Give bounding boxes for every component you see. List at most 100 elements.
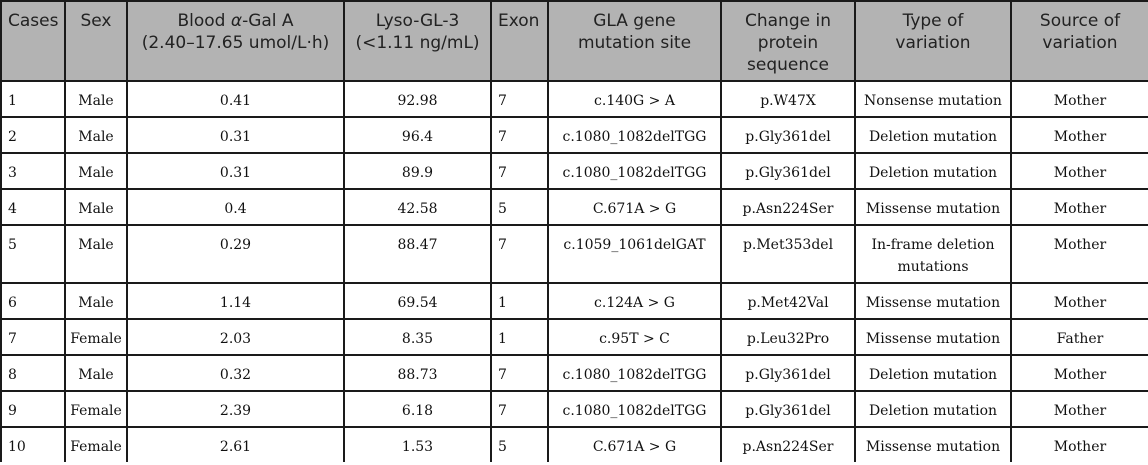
cell-case: 2 (0, 116, 66, 154)
table-row: 8 Male 0.32 88.73 7 c.1080_1082delTGG p.Gly361… (0, 354, 1148, 392)
cell-variation-source: Mother (1010, 80, 1148, 118)
cell-variation-source: Mother (1010, 282, 1148, 320)
cell-mutation-site: C.671A > G (547, 426, 722, 462)
cell-variation-type: Deletion mutation (854, 390, 1012, 428)
cell-protein-change: p.Asn224Ser (720, 426, 856, 462)
cell-case: 5 (0, 224, 66, 284)
cell-lyso-gl3: 88.47 (343, 224, 492, 284)
cell-variation-type: Nonsense mutation (854, 80, 1012, 118)
cell-blood-gal-a: 2.61 (126, 426, 345, 462)
header-variation-type: Type of variation (854, 0, 1012, 82)
cell-case: 4 (0, 188, 66, 226)
cell-case: 7 (0, 318, 66, 356)
cell-variation-type: Missense mutation (854, 282, 1012, 320)
cell-lyso-gl3: 6.18 (343, 390, 492, 428)
cell-lyso-gl3: 88.73 (343, 354, 492, 392)
cell-mutation-site: c.1059_1061delGAT (547, 224, 722, 284)
header-exon: Exon (490, 0, 549, 82)
cell-sex: Male (64, 80, 128, 118)
cell-variation-source: Mother (1010, 354, 1148, 392)
cell-sex: Male (64, 224, 128, 284)
cell-exon: 7 (490, 224, 549, 284)
cell-sex: Female (64, 390, 128, 428)
cell-variation-type: Missense mutation (854, 318, 1012, 356)
cell-variation-type: Deletion mutation (854, 152, 1012, 190)
cell-exon: 1 (490, 282, 549, 320)
cell-variation-source: Mother (1010, 116, 1148, 154)
cell-lyso-gl3: 92.98 (343, 80, 492, 118)
header-lyso-gl3: Lyso-GL-3 (<1.11 ng/mL) (343, 0, 492, 82)
cell-blood-gal-a: 0.32 (126, 354, 345, 392)
table-row: 5 Male 0.29 88.47 7 c.1059_1061delGAT p.Met353… (0, 224, 1148, 284)
cell-blood-gal-a: 2.03 (126, 318, 345, 356)
cell-variation-type: In-frame deletion mutations (854, 224, 1012, 284)
cell-exon: 5 (490, 426, 549, 462)
cell-protein-change: p.Gly361del (720, 354, 856, 392)
cell-sex: Male (64, 116, 128, 154)
cell-exon: 7 (490, 116, 549, 154)
header-blood-gal-a: Blood α-Gal A (2.40–17.65 umol/L·h) (126, 0, 345, 82)
cell-protein-change: p.Gly361del (720, 152, 856, 190)
cell-variation-source: Mother (1010, 390, 1148, 428)
table-row: 3 Male 0.31 89.9 7 c.1080_1082delTGG p.Gly361d… (0, 152, 1148, 190)
cell-mutation-site: c.1080_1082delTGG (547, 152, 722, 190)
cell-sex: Male (64, 188, 128, 226)
cell-blood-gal-a: 0.41 (126, 80, 345, 118)
cell-variation-source: Mother (1010, 426, 1148, 462)
table-row: 2 Male 0.31 96.4 7 c.1080_1082delTGG p.Gly361d… (0, 116, 1148, 154)
cell-mutation-site: c.124A > G (547, 282, 722, 320)
cell-mutation-site: c.95T > C (547, 318, 722, 356)
cell-protein-change: p.Asn224Ser (720, 188, 856, 226)
cell-variation-type: Missense mutation (854, 426, 1012, 462)
cell-exon: 1 (490, 318, 549, 356)
cell-lyso-gl3: 8.35 (343, 318, 492, 356)
cell-protein-change: p.Met353del (720, 224, 856, 284)
cell-variation-source: Mother (1010, 152, 1148, 190)
cell-lyso-gl3: 69.54 (343, 282, 492, 320)
cell-lyso-gl3: 89.9 (343, 152, 492, 190)
cell-lyso-gl3: 96.4 (343, 116, 492, 154)
cell-protein-change: p.Leu32Pro (720, 318, 856, 356)
cell-sex: Female (64, 318, 128, 356)
cell-case: 3 (0, 152, 66, 190)
cell-variation-source: Father (1010, 318, 1148, 356)
cell-blood-gal-a: 1.14 (126, 282, 345, 320)
cell-sex: Male (64, 152, 128, 190)
cell-variation-type: Missense mutation (854, 188, 1012, 226)
header-protein-change: Change in protein sequence (720, 0, 856, 82)
cell-variation-type: Deletion mutation (854, 116, 1012, 154)
cell-mutation-site: c.1080_1082delTGG (547, 354, 722, 392)
header-sex: Sex (64, 0, 128, 82)
header-variation-source: Source of variation (1010, 0, 1148, 82)
cell-lyso-gl3: 1.53 (343, 426, 492, 462)
cell-blood-gal-a: 2.39 (126, 390, 345, 428)
cell-exon: 7 (490, 390, 549, 428)
cell-sex: Male (64, 354, 128, 392)
cell-case: 10 (0, 426, 66, 462)
cell-protein-change: p.Met42Val (720, 282, 856, 320)
cell-mutation-site: c.1080_1082delTGG (547, 390, 722, 428)
cell-blood-gal-a: 0.31 (126, 152, 345, 190)
cell-case: 6 (0, 282, 66, 320)
table-header: Cases Sex Blood α-Gal A (2.40–17.65 umol… (0, 0, 1148, 82)
cell-mutation-site: c.1080_1082delTGG (547, 116, 722, 154)
cell-lyso-gl3: 42.58 (343, 188, 492, 226)
cell-exon: 7 (490, 354, 549, 392)
cell-exon: 7 (490, 152, 549, 190)
cell-protein-change: p.Gly361del (720, 390, 856, 428)
cell-exon: 5 (490, 188, 549, 226)
cell-protein-change: p.W47X (720, 80, 856, 118)
cell-blood-gal-a: 0.31 (126, 116, 345, 154)
header-row: Cases Sex Blood α-Gal A (2.40–17.65 umol… (0, 0, 1148, 82)
cell-case: 1 (0, 80, 66, 118)
cell-mutation-site: C.671A > G (547, 188, 722, 226)
cell-variation-source: Mother (1010, 188, 1148, 226)
header-cases: Cases (0, 0, 66, 82)
